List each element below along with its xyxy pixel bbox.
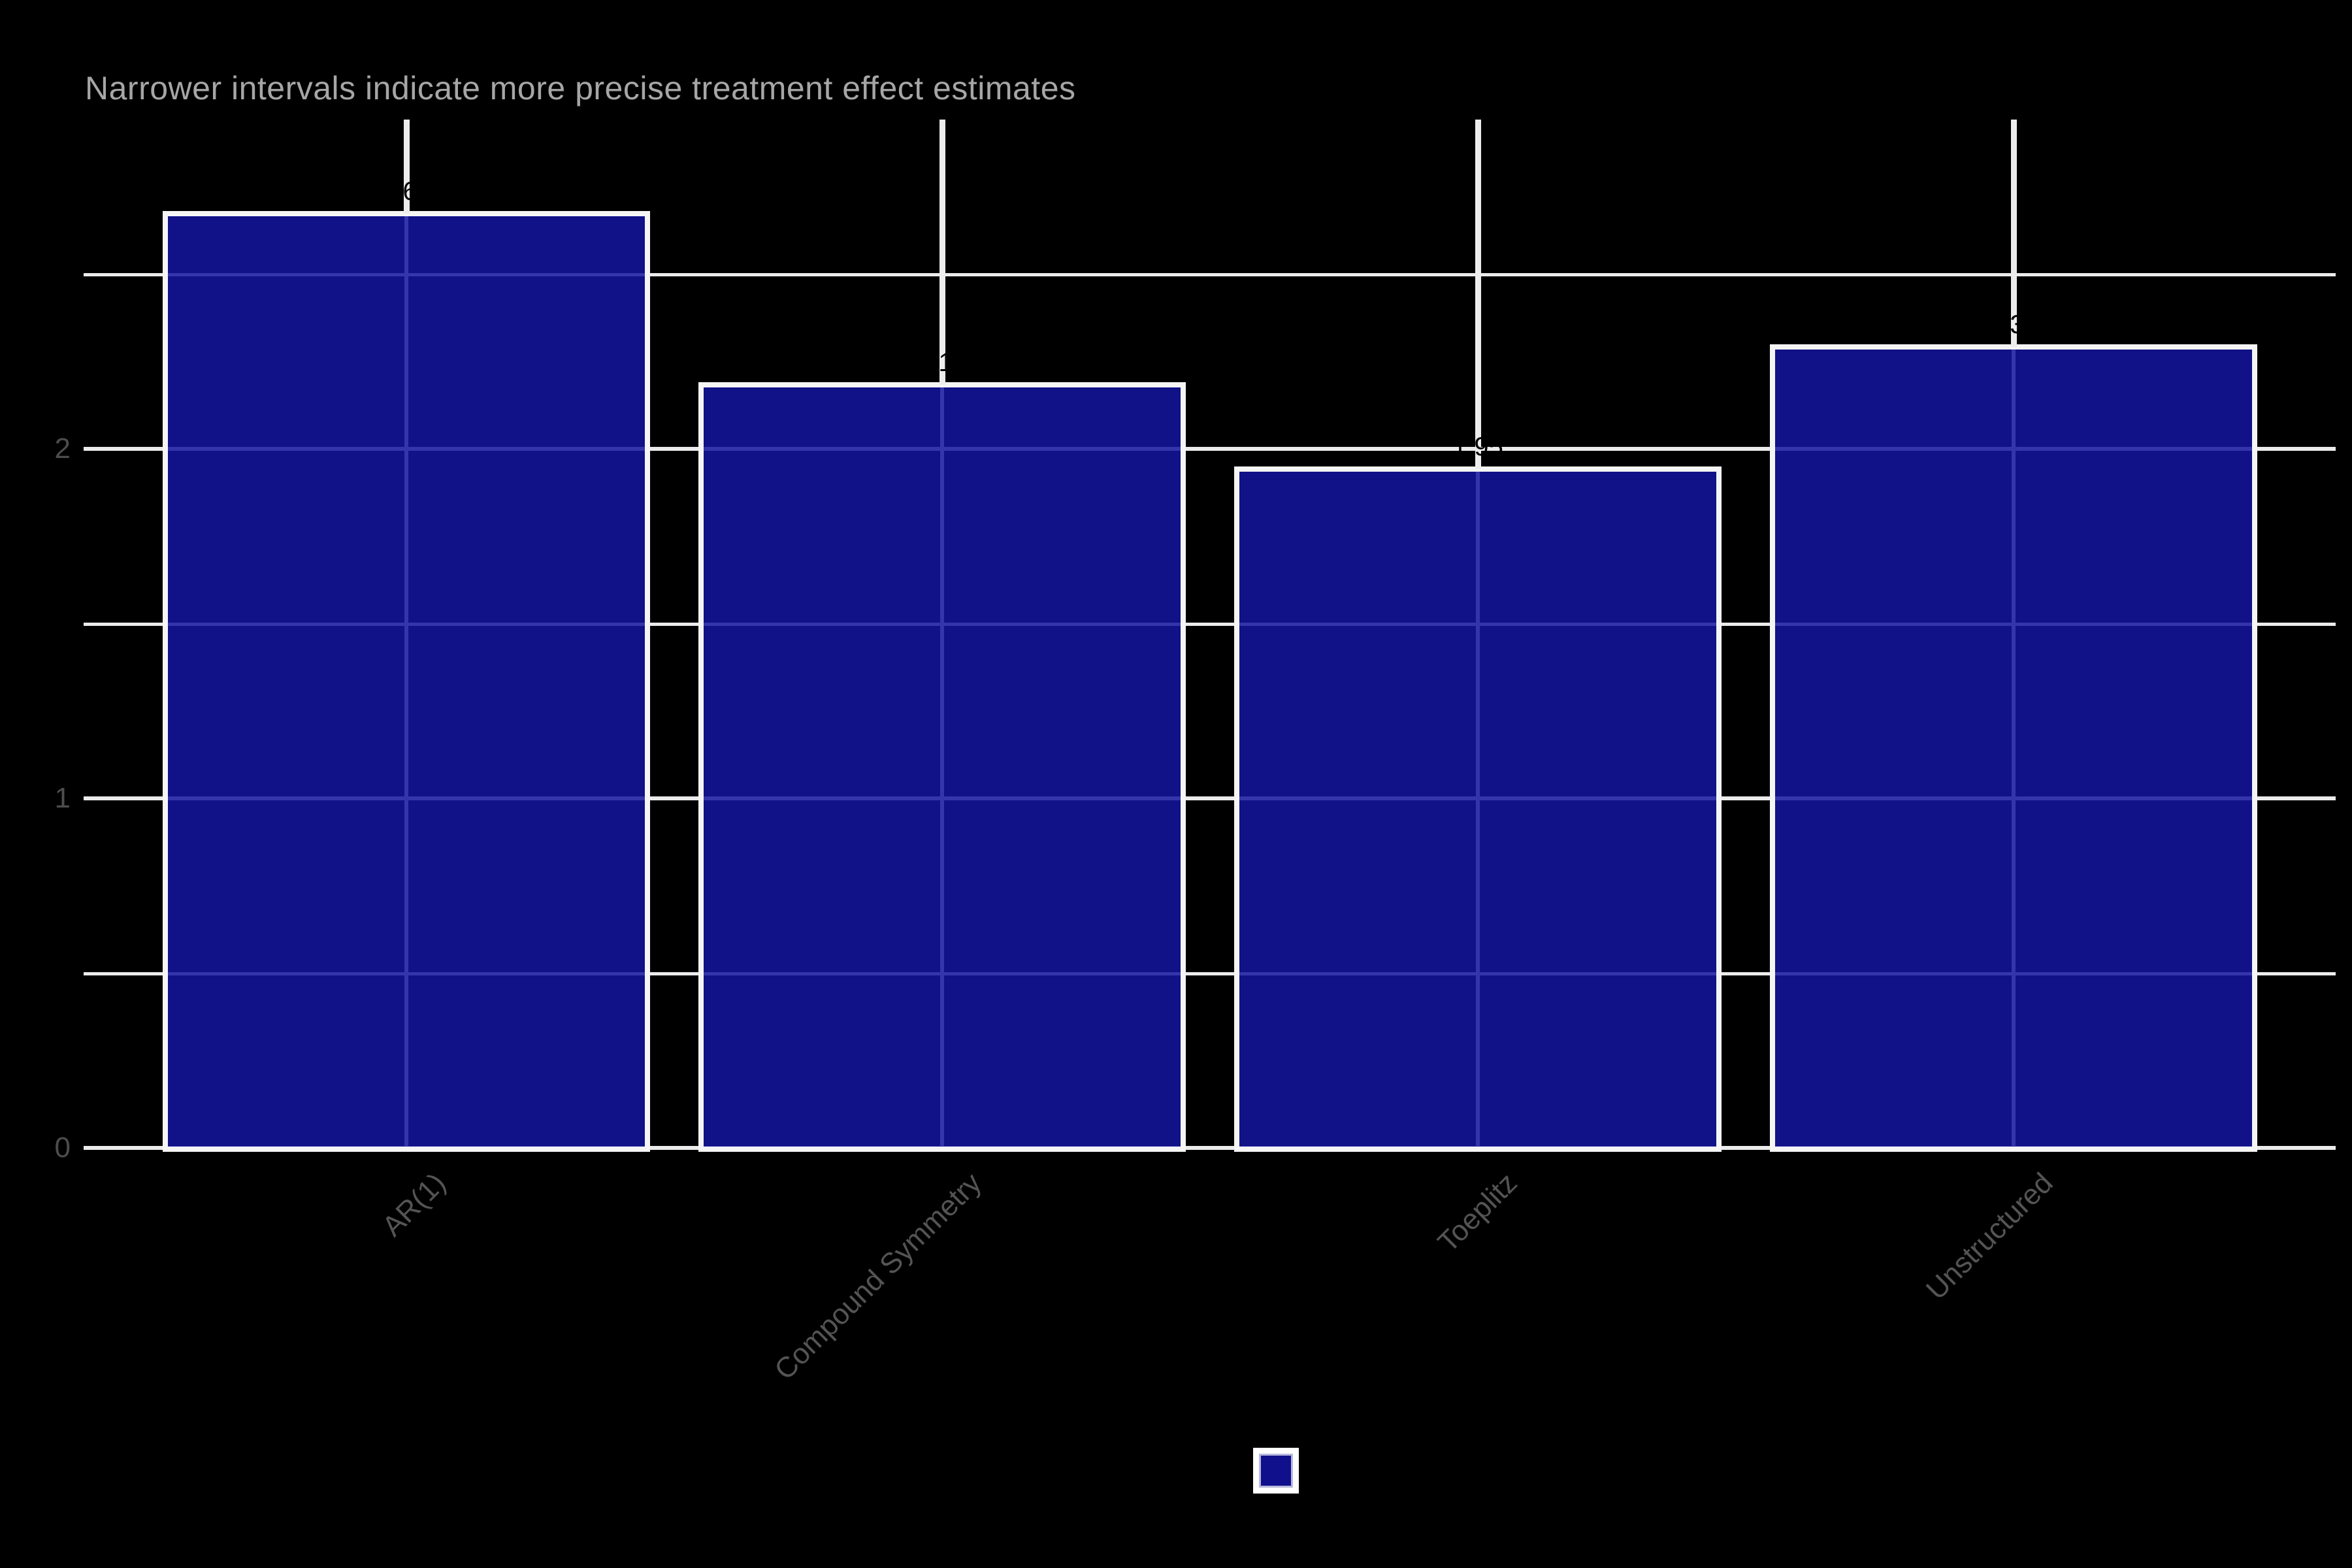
bar-value-label-toeplitz: 1.95: [1452, 432, 1503, 461]
errorbar-ar-1: [404, 120, 410, 214]
gridline-y-minor-1.5: [84, 622, 2336, 626]
x-axis-label-unstructured: Unstructured: [1919, 1167, 2059, 1306]
chart-subtitle: Narrower intervals indicate more precise…: [85, 70, 1076, 106]
plot-panel: 2.68 2.19 1.95 2.30: [84, 120, 2336, 1152]
gridline-y-major-0: [84, 1146, 2336, 1150]
bar-compound-symmetry: [698, 382, 1186, 1152]
x-axis-label-ar-1: AR(1): [376, 1167, 452, 1243]
errorbar-toeplitz: [1475, 120, 1481, 469]
y-axis-tick-label-0: 0: [54, 1132, 71, 1164]
legend-key-bar-swatch: [1259, 1454, 1293, 1488]
legend-key: [1253, 1448, 1299, 1494]
y-axis-tick-label-2: 2: [54, 433, 71, 465]
bar-value-label-ar-1: 2.68: [381, 177, 432, 206]
gridline-y-major-2: [84, 447, 2336, 451]
gridline-y-major-1: [84, 796, 2336, 800]
errorbar-unstructured: [2011, 120, 2017, 347]
bar-value-label-compound-symmetry: 2.19: [917, 348, 968, 378]
bar-toeplitz: [1234, 466, 1722, 1152]
x-axis-label-compound-symmetry: Compound Symmetry: [768, 1167, 988, 1386]
bar-value-label-unstructured: 2.30: [1988, 310, 2039, 339]
gridline-y-minor-2.5: [84, 272, 2336, 276]
x-axis-label-toeplitz: Toeplitz: [1431, 1167, 1524, 1259]
gridline-y-minor-0.5: [84, 972, 2336, 975]
y-axis-tick-label-1: 1: [54, 782, 71, 814]
errorbar-compound-symmetry: [939, 120, 945, 385]
bar-ar-1: [163, 211, 650, 1152]
bar-unstructured: [1770, 344, 2257, 1152]
